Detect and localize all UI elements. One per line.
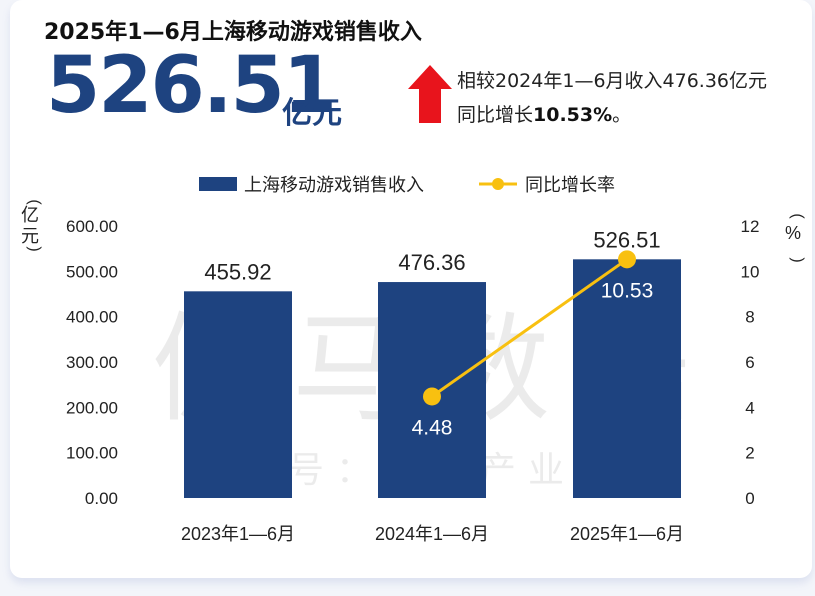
growth-line	[431, 258, 628, 398]
y-tick-right: 0	[745, 489, 754, 508]
up-arrow-icon	[408, 65, 452, 123]
legend-swatch-bar	[199, 177, 237, 191]
y-tick-left: 200.00	[66, 398, 118, 417]
bar-value-label: 455.92	[204, 259, 271, 284]
legend-label-line: 同比增长率	[525, 175, 615, 195]
legend-marker-line	[492, 178, 504, 190]
headline-value: 526.51	[46, 41, 337, 131]
growth-point	[618, 250, 636, 269]
growth-value-label: 4.48	[412, 416, 453, 439]
bar-value-label: 476.36	[398, 250, 465, 275]
y-tick-left: 500.00	[66, 262, 118, 281]
x-tick-label: 2025年1—6月	[570, 524, 684, 544]
y-axis-left-label-char: 元	[21, 226, 39, 246]
y-tick-right: 4	[745, 398, 754, 417]
page-title: 2025年1—6月上海移动游戏销售收入	[44, 20, 422, 45]
comparison-rate: 10.53%	[533, 104, 613, 126]
growth-point	[423, 387, 441, 406]
y-tick-right: 12	[741, 217, 760, 236]
y-axis-left-paren-close: )	[26, 246, 43, 251]
y-axis-right-paren-open: (	[789, 213, 806, 219]
y-tick-right: 2	[745, 444, 754, 463]
y-axis-left-label-char: 亿	[21, 205, 39, 225]
y-axis-right-label: %	[785, 223, 801, 243]
comparison-prefix: 同比增长	[457, 104, 534, 126]
y-tick-left: 400.00	[66, 308, 118, 327]
y-axis-right-paren-close: )	[789, 257, 806, 262]
y-axis-left-paren-open: (	[26, 199, 43, 205]
bar	[184, 291, 292, 498]
y-tick-right: 6	[745, 353, 754, 372]
y-tick-left: 0.00	[85, 489, 118, 508]
headline-unit: 亿元	[282, 96, 342, 131]
legend-label-bar: 上海移动游戏销售收入	[244, 175, 424, 195]
growth-value-label: 10.53	[601, 279, 654, 302]
comparison-suffix: 。	[612, 104, 632, 126]
comparison-text: 相较2024年1—6月收入476.36亿元 同比增长10.53%。	[457, 64, 767, 132]
y-tick-left: 300.00	[66, 353, 118, 372]
x-tick-label: 2023年1—6月	[181, 524, 295, 544]
y-tick-right: 10	[741, 262, 760, 281]
comparison-line-2: 同比增长10.53%。	[457, 98, 767, 132]
bar-value-label: 526.51	[593, 227, 660, 252]
comparison-line-1: 相较2024年1—6月收入476.36亿元	[457, 70, 768, 92]
bar	[573, 259, 681, 498]
y-tick-left: 100.00	[66, 444, 118, 463]
y-tick-left: 600.00	[66, 217, 118, 236]
x-tick-label: 2024年1—6月	[375, 524, 489, 544]
y-tick-right: 8	[745, 308, 754, 327]
